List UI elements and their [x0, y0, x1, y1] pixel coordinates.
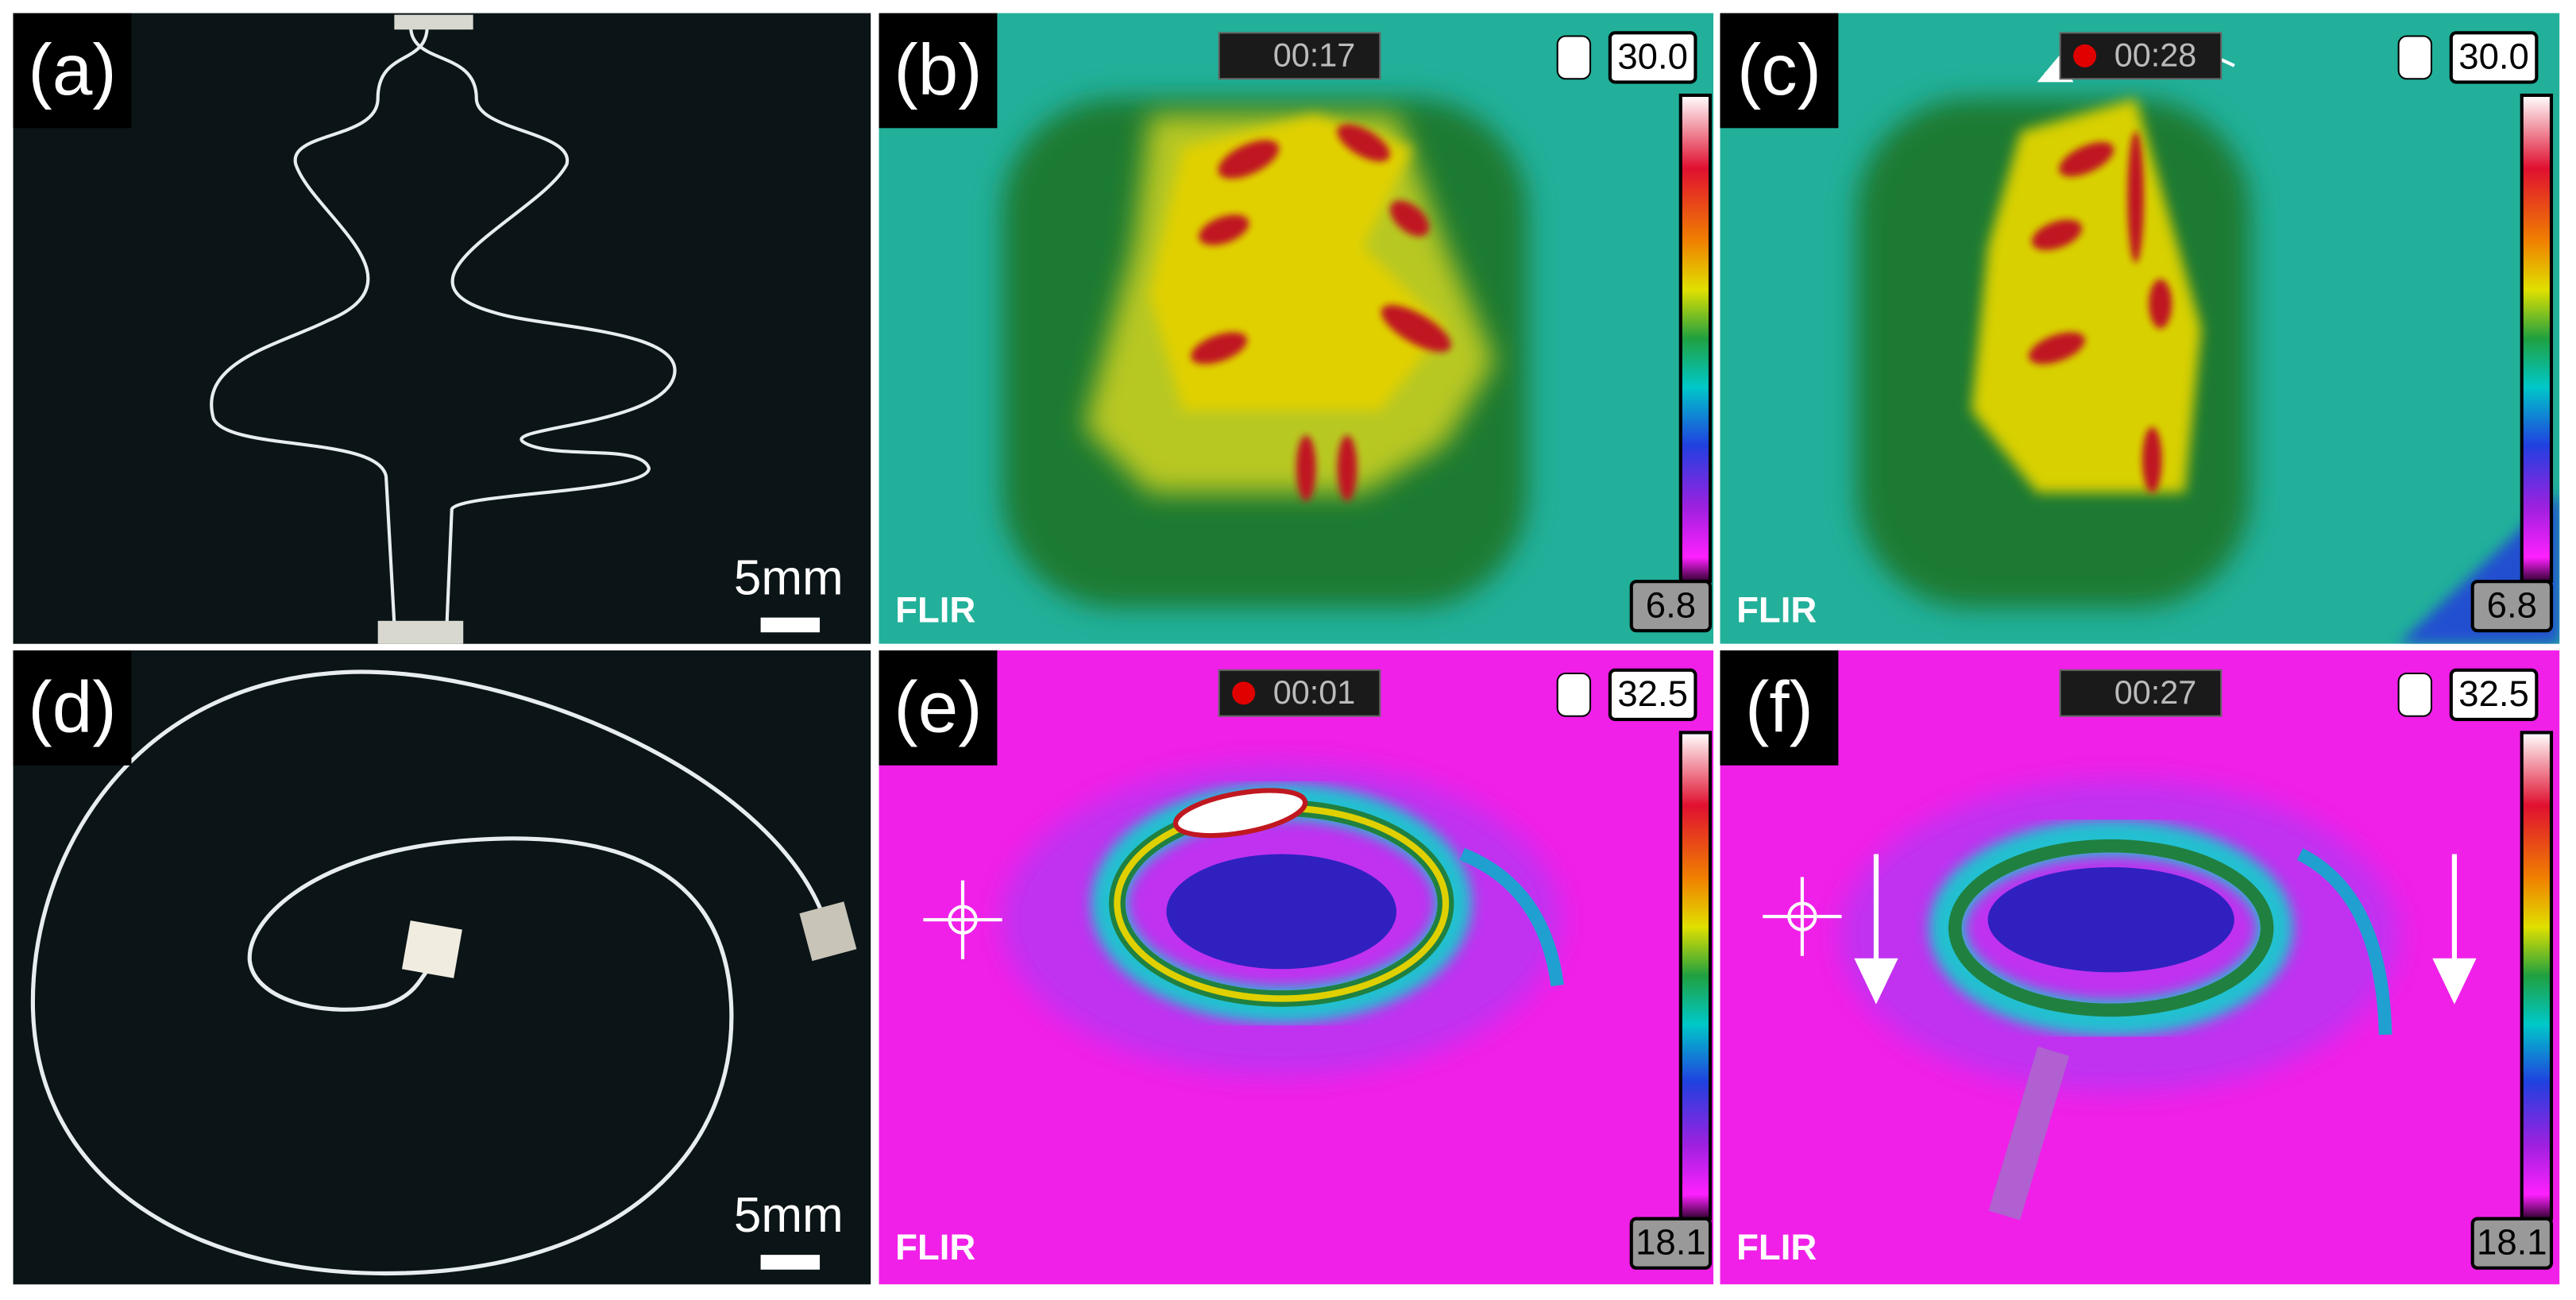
max-box [2449, 668, 2539, 721]
brand: FLIR [895, 1227, 975, 1267]
crosshair [1763, 877, 1842, 956]
photo-a [13, 13, 871, 644]
label-box [13, 13, 132, 129]
panel-label: (a) [28, 30, 116, 110]
brand: FLIR [1736, 1227, 1817, 1267]
range-icon [2397, 35, 2433, 80]
colorbar [1678, 731, 1713, 1221]
max-value: 32.5 [1617, 673, 1688, 714]
label-box [1720, 650, 1839, 766]
max-value: 30.0 [1617, 36, 1688, 76]
min-box [2470, 580, 2554, 633]
label-box [879, 13, 998, 129]
brand: FLIR [1736, 589, 1817, 630]
crosshair [923, 880, 1002, 959]
time: 00:17 [1273, 37, 1356, 73]
hot-spot [1172, 788, 1308, 839]
cable [1988, 1046, 2070, 1221]
min-value: 6.8 [2487, 584, 2537, 625]
thermal-e [879, 650, 1714, 1285]
hot-spots [1191, 124, 1451, 501]
time: 00:28 [2114, 37, 2197, 73]
spiral-wire [30, 669, 832, 1276]
inner [1987, 867, 2234, 973]
tape [394, 14, 473, 30]
record-dot [1232, 681, 1256, 705]
min-value: 18.1 [2477, 1222, 2547, 1263]
max-value: 32.5 [2458, 673, 2529, 714]
max-value: 30.0 [2458, 36, 2529, 76]
tape [401, 920, 462, 978]
thermal-f [1720, 650, 2560, 1285]
max-box [2449, 31, 2539, 84]
thermal-b [879, 13, 1714, 644]
time: 00:27 [2114, 674, 2197, 711]
panel-label: (c) [1737, 30, 1821, 110]
label-box [879, 650, 998, 766]
time-box [1218, 32, 1381, 80]
time: 00:01 [1273, 674, 1356, 711]
max-box [1608, 31, 1697, 84]
max-box [1608, 668, 1697, 721]
ring [1948, 839, 2274, 1017]
colorbar [2520, 731, 2554, 1221]
panel-label: (f) [1745, 668, 1813, 748]
tape [377, 620, 464, 644]
tree-wire [210, 25, 677, 625]
panel-label: (d) [28, 668, 116, 748]
record-dot [2073, 44, 2097, 68]
range-icon [1556, 35, 1592, 80]
label-box [1720, 13, 1839, 129]
tape [799, 901, 857, 962]
lead [2296, 848, 2393, 1036]
thermal-c [1720, 13, 2560, 644]
scale-bar [760, 617, 821, 633]
min-box [1629, 1217, 1713, 1270]
label-box [13, 650, 132, 766]
down-arrows [1854, 854, 2477, 1005]
panel-label: (e) [894, 668, 982, 748]
min-value: 18.1 [1636, 1222, 1706, 1263]
inner [1166, 854, 1397, 970]
hot-spots [2028, 131, 2172, 493]
min-box [1629, 580, 1713, 633]
colorbar [2520, 93, 2554, 584]
panel-label: (b) [894, 30, 982, 110]
min-box [2470, 1217, 2554, 1270]
range-icon [2397, 672, 2433, 717]
range-icon [1556, 672, 1592, 717]
ring [1929, 820, 2294, 1037]
scale-bar-label: 5mm [734, 1188, 844, 1243]
colorbar [1678, 93, 1713, 584]
scale-bar [760, 1255, 821, 1270]
time-box [2059, 669, 2223, 717]
lead [1459, 847, 1564, 987]
brand: FLIR [895, 589, 975, 630]
scale-bar-label: 5mm [734, 551, 844, 606]
min-value: 6.8 [1646, 584, 1696, 625]
